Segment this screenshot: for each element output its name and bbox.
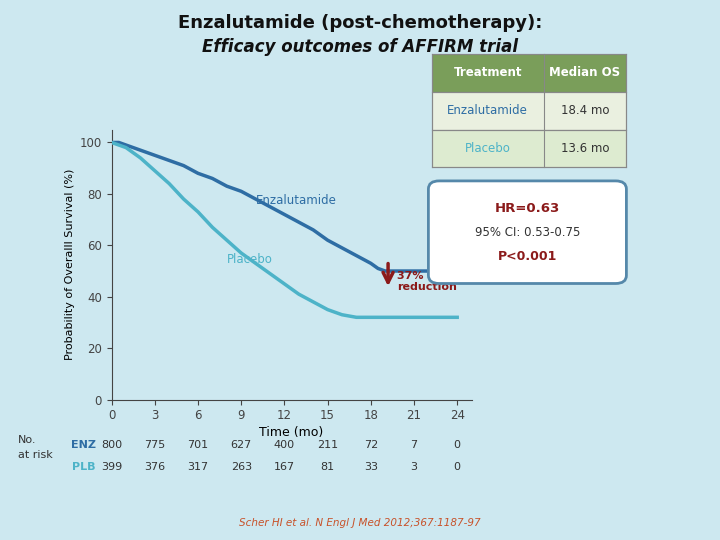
Text: 72: 72 bbox=[364, 441, 378, 450]
Text: 18.4 mo: 18.4 mo bbox=[561, 104, 609, 117]
Text: 400: 400 bbox=[274, 441, 295, 450]
Text: HR=0.63: HR=0.63 bbox=[495, 201, 560, 214]
Text: Efficacy outcomes of AFFIRM trial: Efficacy outcomes of AFFIRM trial bbox=[202, 38, 518, 56]
Text: 37% risk
reduction: 37% risk reduction bbox=[397, 271, 456, 292]
Text: Enzalutamide: Enzalutamide bbox=[447, 104, 528, 117]
Text: Treatment: Treatment bbox=[454, 66, 522, 79]
Text: No.: No. bbox=[18, 435, 37, 445]
X-axis label: Time (mo): Time (mo) bbox=[259, 427, 324, 440]
Text: Median OS: Median OS bbox=[549, 66, 621, 79]
Text: Scher HI et al. N Engl J Med 2012;367:1187-97: Scher HI et al. N Engl J Med 2012;367:11… bbox=[239, 518, 481, 528]
Text: P<0.001: P<0.001 bbox=[498, 250, 557, 263]
Text: 775: 775 bbox=[144, 441, 166, 450]
Text: Placebo: Placebo bbox=[227, 253, 273, 266]
Text: 701: 701 bbox=[187, 441, 209, 450]
Text: 0: 0 bbox=[454, 462, 461, 472]
Text: 81: 81 bbox=[320, 462, 335, 472]
Text: 0: 0 bbox=[454, 441, 461, 450]
Text: ENZ: ENZ bbox=[71, 441, 96, 450]
Text: 263: 263 bbox=[230, 462, 252, 472]
Text: 800: 800 bbox=[101, 441, 122, 450]
Text: 13.6 mo: 13.6 mo bbox=[561, 142, 609, 155]
Y-axis label: Probability of Overalll Survival (%): Probability of Overalll Survival (%) bbox=[66, 169, 76, 360]
Text: Enzalutamide: Enzalutamide bbox=[256, 194, 336, 207]
Text: Enzalutamide (post-chemotherapy):: Enzalutamide (post-chemotherapy): bbox=[178, 14, 542, 31]
Text: 167: 167 bbox=[274, 462, 295, 472]
Text: 3: 3 bbox=[410, 462, 418, 472]
Text: 95% CI: 0.53-0.75: 95% CI: 0.53-0.75 bbox=[474, 226, 580, 239]
Text: 317: 317 bbox=[187, 462, 209, 472]
Text: 211: 211 bbox=[317, 441, 338, 450]
Text: 7: 7 bbox=[410, 441, 418, 450]
Text: 33: 33 bbox=[364, 462, 378, 472]
Text: 627: 627 bbox=[230, 441, 252, 450]
Text: 399: 399 bbox=[101, 462, 122, 472]
Text: at risk: at risk bbox=[18, 450, 53, 460]
Text: Placebo: Placebo bbox=[465, 142, 510, 155]
Text: 376: 376 bbox=[144, 462, 166, 472]
Text: PLB: PLB bbox=[72, 462, 96, 472]
